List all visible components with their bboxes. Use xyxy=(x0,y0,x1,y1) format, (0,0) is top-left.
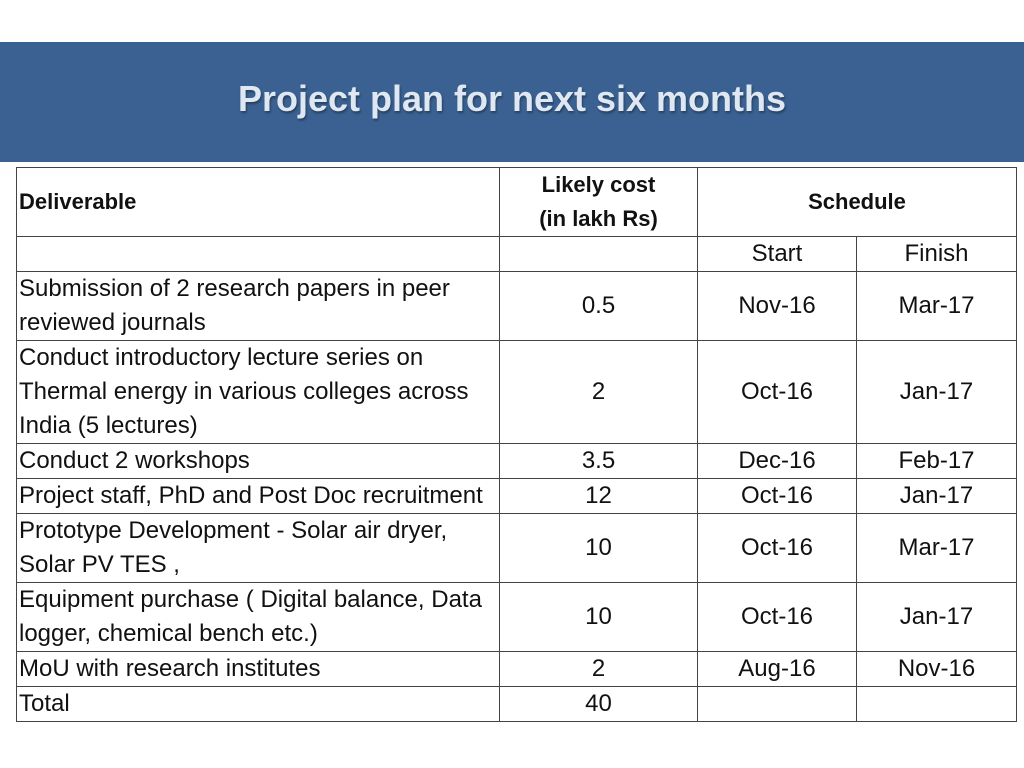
table-row: Project staff, PhD and Post Doc recruitm… xyxy=(16,478,1017,514)
cell-deliverable: Prototype Development - Solar air dryer,… xyxy=(16,513,500,583)
cell-total-cost: 40 xyxy=(499,686,698,722)
cell-deliverable: Equipment purchase ( Digital balance, Da… xyxy=(16,582,500,652)
table-subheader-row: Start Finish xyxy=(16,236,1017,272)
header-cost-line2: (in lakh Rs) xyxy=(539,206,658,231)
cell-total-label: Total xyxy=(16,686,500,722)
cell-finish: Mar-17 xyxy=(856,513,1017,583)
table-row: Equipment purchase ( Digital balance, Da… xyxy=(16,582,1017,652)
title-bar: Project plan for next six months xyxy=(0,42,1024,162)
cell-cost: 2 xyxy=(499,340,698,444)
cell-start: Oct-16 xyxy=(697,513,857,583)
table-row: Conduct 2 workshops 3.5 Dec-16 Feb-17 xyxy=(16,443,1017,479)
table-row: MoU with research institutes 2 Aug-16 No… xyxy=(16,651,1017,687)
header-schedule: Schedule xyxy=(697,167,1017,237)
header-likely-cost: Likely cost (in lakh Rs) xyxy=(499,167,698,237)
cell-finish: Jan-17 xyxy=(856,582,1017,652)
cell-start: Nov-16 xyxy=(697,271,857,341)
cell-finish: Jan-17 xyxy=(856,340,1017,444)
cell-total-start xyxy=(697,686,857,722)
table-header-row: Deliverable Likely cost (in lakh Rs) Sch… xyxy=(16,167,1017,237)
header-deliverable: Deliverable xyxy=(16,167,500,237)
table-total-row: Total 40 xyxy=(16,686,1017,722)
header-start: Start xyxy=(697,236,857,272)
subheader-empty-deliverable xyxy=(16,236,500,272)
cell-cost: 12 xyxy=(499,478,698,514)
cell-total-finish xyxy=(856,686,1017,722)
cell-deliverable: Project staff, PhD and Post Doc recruitm… xyxy=(16,478,500,514)
cell-deliverable: Conduct 2 workshops xyxy=(16,443,500,479)
cell-finish: Feb-17 xyxy=(856,443,1017,479)
cell-cost: 2 xyxy=(499,651,698,687)
table-row: Submission of 2 research papers in peer … xyxy=(16,271,1017,341)
header-cost-line1: Likely cost xyxy=(541,172,656,197)
cell-start: Oct-16 xyxy=(697,582,857,652)
cell-start: Oct-16 xyxy=(697,340,857,444)
subheader-empty-cost xyxy=(499,236,698,272)
cell-cost: 0.5 xyxy=(499,271,698,341)
page-title: Project plan for next six months xyxy=(237,78,787,119)
cell-cost: 3.5 xyxy=(499,443,698,479)
table-row: Prototype Development - Solar air dryer,… xyxy=(16,513,1017,583)
cell-start: Dec-16 xyxy=(697,443,857,479)
cell-start: Aug-16 xyxy=(697,651,857,687)
cell-deliverable: Conduct introductory lecture series on T… xyxy=(16,340,500,444)
cell-finish: Jan-17 xyxy=(856,478,1017,514)
cell-start: Oct-16 xyxy=(697,478,857,514)
table-row: Conduct introductory lecture series on T… xyxy=(16,340,1017,444)
cell-deliverable: MoU with research institutes xyxy=(16,651,500,687)
cell-finish: Nov-16 xyxy=(856,651,1017,687)
header-finish: Finish xyxy=(856,236,1017,272)
cell-cost: 10 xyxy=(499,513,698,583)
cell-deliverable: Submission of 2 research papers in peer … xyxy=(16,271,500,341)
project-plan-table: Deliverable Likely cost (in lakh Rs) Sch… xyxy=(16,167,1017,722)
cell-cost: 10 xyxy=(499,582,698,652)
cell-finish: Mar-17 xyxy=(856,271,1017,341)
